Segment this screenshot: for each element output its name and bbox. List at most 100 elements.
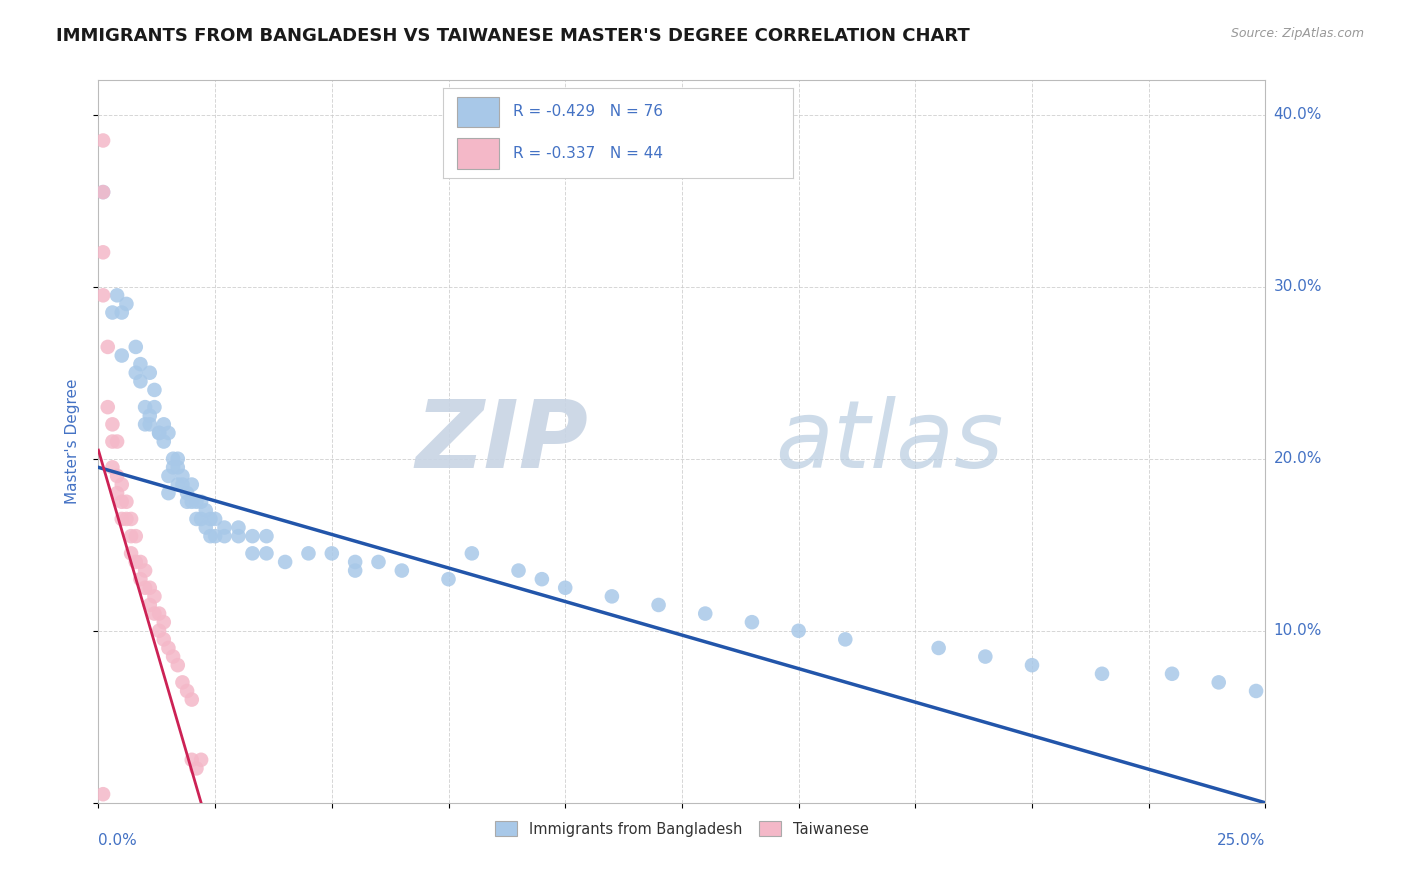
Point [139, 409, 162, 423]
Point [120, 529, 142, 543]
Point [91, 133, 114, 147]
Point [176, 486, 198, 500]
Point [1161, 666, 1184, 681]
Point [166, 658, 188, 673]
Point [129, 572, 152, 586]
Point [105, 469, 128, 483]
Point [256, 546, 278, 560]
Point [180, 753, 202, 767]
Point [190, 512, 212, 526]
Point [228, 520, 250, 534]
Point [741, 615, 763, 630]
Point [111, 305, 134, 319]
Point [105, 486, 128, 500]
Point [97, 400, 120, 414]
Point [105, 288, 128, 302]
Point [129, 555, 152, 569]
Point [600, 590, 623, 604]
Text: 25.0%: 25.0% [1218, 833, 1265, 848]
Point [166, 451, 188, 466]
Text: 10.0%: 10.0% [1274, 624, 1322, 639]
Point [928, 640, 950, 655]
Point [530, 572, 553, 586]
Point [91, 787, 114, 801]
Point [180, 477, 202, 491]
Point [101, 305, 124, 319]
Point [190, 753, 212, 767]
Point [367, 555, 389, 569]
Point [157, 486, 180, 500]
Point [172, 477, 194, 491]
Point [111, 477, 134, 491]
Point [101, 460, 124, 475]
Point [120, 546, 142, 560]
Point [974, 649, 997, 664]
Point [101, 434, 124, 449]
Point [139, 581, 162, 595]
Point [134, 400, 156, 414]
Point [97, 340, 120, 354]
Point [162, 649, 184, 664]
Point [176, 494, 198, 508]
Y-axis label: Master's Degree: Master's Degree [65, 379, 80, 504]
Text: atlas: atlas [775, 396, 1004, 487]
Point [91, 245, 114, 260]
Point [242, 529, 264, 543]
Point [204, 529, 226, 543]
Point [129, 357, 152, 371]
Point [148, 425, 170, 440]
Point [134, 564, 156, 578]
Point [111, 349, 134, 363]
Point [214, 529, 236, 543]
Point [152, 417, 174, 432]
Point [148, 607, 170, 621]
Point [194, 503, 217, 517]
Text: Source: ZipAtlas.com: Source: ZipAtlas.com [1230, 27, 1364, 40]
Text: 0.0%: 0.0% [98, 833, 138, 848]
Point [162, 460, 184, 475]
Point [186, 761, 208, 775]
Point [162, 451, 184, 466]
Point [437, 572, 460, 586]
Point [166, 460, 188, 475]
Point [152, 615, 174, 630]
Legend: Immigrants from Bangladesh, Taiwanese: Immigrants from Bangladesh, Taiwanese [489, 815, 875, 842]
Point [274, 555, 297, 569]
Point [391, 564, 413, 578]
Point [180, 494, 202, 508]
Point [834, 632, 856, 647]
Point [242, 546, 264, 560]
Text: 30.0%: 30.0% [1274, 279, 1322, 294]
Point [1091, 666, 1114, 681]
Point [647, 598, 669, 612]
Point [176, 684, 198, 698]
Point [101, 417, 124, 432]
Point [143, 383, 166, 397]
Point [91, 185, 114, 199]
Point [91, 185, 114, 199]
Point [508, 564, 530, 578]
Point [139, 417, 162, 432]
Point [172, 675, 194, 690]
Point [120, 512, 142, 526]
Point [125, 340, 148, 354]
Point [148, 624, 170, 638]
Point [1244, 684, 1267, 698]
Point [695, 607, 717, 621]
Point [125, 529, 148, 543]
Point [157, 469, 180, 483]
Point [461, 546, 484, 560]
Point [139, 366, 162, 380]
Point [180, 692, 202, 706]
Point [194, 520, 217, 534]
Point [143, 590, 166, 604]
Point [134, 417, 156, 432]
Point [200, 529, 222, 543]
Point [172, 469, 194, 483]
Text: 20.0%: 20.0% [1274, 451, 1322, 467]
Point [186, 512, 208, 526]
Point [297, 546, 319, 560]
Point [344, 564, 367, 578]
Point [143, 400, 166, 414]
Point [152, 632, 174, 647]
